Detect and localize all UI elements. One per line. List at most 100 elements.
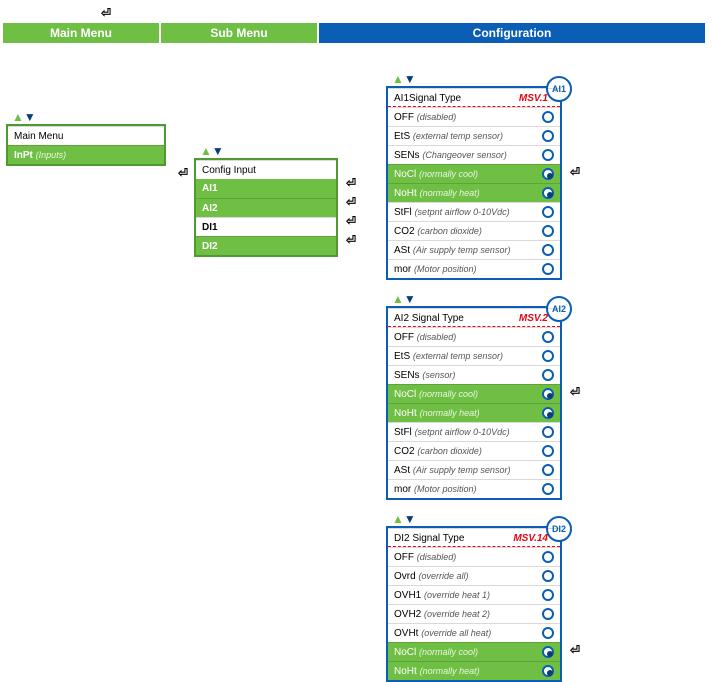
sub-menu-item[interactable]: AI2 bbox=[196, 198, 336, 217]
config-option[interactable]: ASt (Air supply temp sensor) bbox=[388, 240, 560, 259]
radio-icon bbox=[542, 225, 554, 237]
nav-arrows-icon: ▲▼ bbox=[392, 72, 416, 86]
radio-icon bbox=[542, 627, 554, 639]
main-menu-item-code: InPt bbox=[14, 150, 33, 161]
radio-icon bbox=[542, 111, 554, 123]
sub-menu-item[interactable]: DI2 bbox=[196, 236, 336, 255]
enter-icon: ⏎ bbox=[178, 166, 188, 180]
up-arrow-icon[interactable]: ▲ bbox=[392, 512, 404, 526]
main-menu-panel: ▲▼ Main Menu InPt (Inputs) bbox=[6, 124, 166, 166]
config-option[interactable]: ASt (Air supply temp sensor) bbox=[388, 460, 560, 479]
up-arrow-icon[interactable]: ▲ bbox=[392, 292, 404, 306]
config-option[interactable]: OVHt (override all heat) bbox=[388, 623, 560, 642]
down-arrow-icon[interactable]: ▼ bbox=[212, 144, 224, 158]
config-option[interactable]: OVH1 (override heat 1) bbox=[388, 585, 560, 604]
config-option[interactable]: StFl (setpnt airflow 0-10Vdc) bbox=[388, 202, 560, 221]
enter-icon: ⏎ bbox=[101, 6, 111, 20]
sub-menu-title-row: Config Input bbox=[196, 160, 336, 179]
radio-icon bbox=[542, 369, 554, 381]
radio-icon bbox=[542, 168, 554, 180]
enter-icon: ⏎ bbox=[346, 176, 356, 190]
enter-icon: ⏎ bbox=[346, 195, 356, 209]
down-arrow-icon[interactable]: ▼ bbox=[404, 292, 416, 306]
radio-icon bbox=[542, 445, 554, 457]
config-option[interactable]: NoCl (normally cool) bbox=[388, 164, 560, 183]
config-option[interactable]: OFF (disabled) bbox=[388, 547, 560, 566]
nav-arrows-icon: ▲▼ bbox=[12, 110, 36, 124]
config-option[interactable]: NoHt (normally heat) bbox=[388, 403, 560, 422]
config-option[interactable]: NoHt (normally heat) bbox=[388, 183, 560, 202]
radio-icon bbox=[542, 350, 554, 362]
header-conf: Configuration bbox=[318, 22, 706, 44]
radio-icon bbox=[542, 483, 554, 495]
nav-arrows-icon: ▲▼ bbox=[392, 512, 416, 526]
msv-label: MSV.1 bbox=[519, 89, 548, 108]
radio-icon bbox=[542, 589, 554, 601]
config-panel-di2: ▲▼DI2DI2 Signal TypeMSV.14OFF (disabled)… bbox=[386, 526, 562, 682]
radio-icon bbox=[542, 407, 554, 419]
radio-icon bbox=[542, 464, 554, 476]
nav-arrows-icon: ▲▼ bbox=[392, 292, 416, 306]
radio-icon bbox=[542, 263, 554, 275]
radio-icon bbox=[542, 331, 554, 343]
header-main: Main Menu bbox=[2, 22, 160, 44]
config-option[interactable]: NoCl (normally cool) bbox=[388, 642, 560, 661]
config-title: DI2 Signal Type bbox=[394, 533, 464, 544]
header-conf-label: Configuration bbox=[473, 26, 552, 40]
config-option[interactable]: CO2 (carbon dioxide) bbox=[388, 441, 560, 460]
nav-arrows-icon: ▲▼ bbox=[200, 144, 224, 158]
config-option[interactable]: mor (Motor position) bbox=[388, 479, 560, 498]
config-title-row: DI2 Signal Type MSV.14 bbox=[388, 528, 560, 547]
config-option[interactable]: EtS (external temp sensor) bbox=[388, 346, 560, 365]
down-arrow-icon[interactable]: ▼ bbox=[404, 72, 416, 86]
config-panel-ai1: ▲▼AI1AI1Signal TypeMSV.1OFF (disabled)Et… bbox=[386, 86, 562, 280]
config-title-row: AI2 Signal TypeMSV.2 bbox=[388, 308, 560, 327]
header-bar: Main Menu Sub Menu Configuration bbox=[2, 22, 706, 44]
config-option[interactable]: OVH2 (override heat 2) bbox=[388, 604, 560, 623]
sub-menu-item[interactable]: AI1 bbox=[196, 179, 336, 198]
radio-icon bbox=[542, 570, 554, 582]
radio-icon bbox=[542, 149, 554, 161]
header-sub-label: Sub Menu bbox=[210, 26, 267, 40]
config-option[interactable]: mor (Motor position) bbox=[388, 259, 560, 278]
config-option[interactable]: SENs (Changeover sensor) bbox=[388, 145, 560, 164]
radio-icon bbox=[542, 608, 554, 620]
config-option[interactable]: SENs (sensor) bbox=[388, 365, 560, 384]
config-title-row: AI1Signal Type MSV.1 bbox=[388, 88, 560, 107]
config-title: AI1Signal Type bbox=[394, 93, 461, 104]
config-option[interactable]: CO2 (carbon dioxide) bbox=[388, 221, 560, 240]
radio-icon bbox=[542, 130, 554, 142]
radio-icon bbox=[542, 244, 554, 256]
radio-icon bbox=[542, 665, 554, 677]
header-main-label: Main Menu bbox=[50, 26, 112, 40]
sub-menu-panel: ▲▼ Config Input AI1AI2DI1DI2 bbox=[194, 158, 338, 257]
main-menu-item-desc: (Inputs) bbox=[36, 150, 67, 160]
main-menu-item[interactable]: InPt (Inputs) bbox=[8, 145, 164, 164]
radio-icon bbox=[542, 187, 554, 199]
config-option[interactable]: EtS (external temp sensor) bbox=[388, 126, 560, 145]
radio-icon bbox=[542, 646, 554, 658]
main-menu-title: Main Menu bbox=[14, 131, 63, 142]
radio-icon bbox=[542, 206, 554, 218]
enter-icon: ⏎ bbox=[570, 165, 580, 179]
config-panel-ai2: ▲▼AI2AI2 Signal TypeMSV.2OFF (disabled)E… bbox=[386, 306, 562, 500]
config-option[interactable]: OFF (disabled) bbox=[388, 107, 560, 126]
down-arrow-icon[interactable]: ▼ bbox=[404, 512, 416, 526]
config-option[interactable]: NoCl (normally cool) bbox=[388, 384, 560, 403]
down-arrow-icon[interactable]: ▼ bbox=[24, 110, 36, 124]
radio-icon bbox=[542, 426, 554, 438]
config-option[interactable]: NoHt (normally heat) bbox=[388, 661, 560, 680]
sub-menu-item[interactable]: DI1 bbox=[196, 217, 336, 236]
enter-icon: ⏎ bbox=[570, 643, 580, 657]
enter-icon: ⏎ bbox=[346, 214, 356, 228]
config-option[interactable]: Ovrd (override all) bbox=[388, 566, 560, 585]
msv-label: MSV.14 bbox=[513, 529, 548, 548]
config-option[interactable]: OFF (disabled) bbox=[388, 327, 560, 346]
radio-icon bbox=[542, 551, 554, 563]
up-arrow-icon[interactable]: ▲ bbox=[12, 110, 24, 124]
config-option[interactable]: StFl (setpnt airflow 0-10Vdc) bbox=[388, 422, 560, 441]
enter-icon: ⏎ bbox=[570, 385, 580, 399]
msv-label: MSV.2 bbox=[519, 309, 548, 328]
up-arrow-icon[interactable]: ▲ bbox=[392, 72, 404, 86]
up-arrow-icon[interactable]: ▲ bbox=[200, 144, 212, 158]
